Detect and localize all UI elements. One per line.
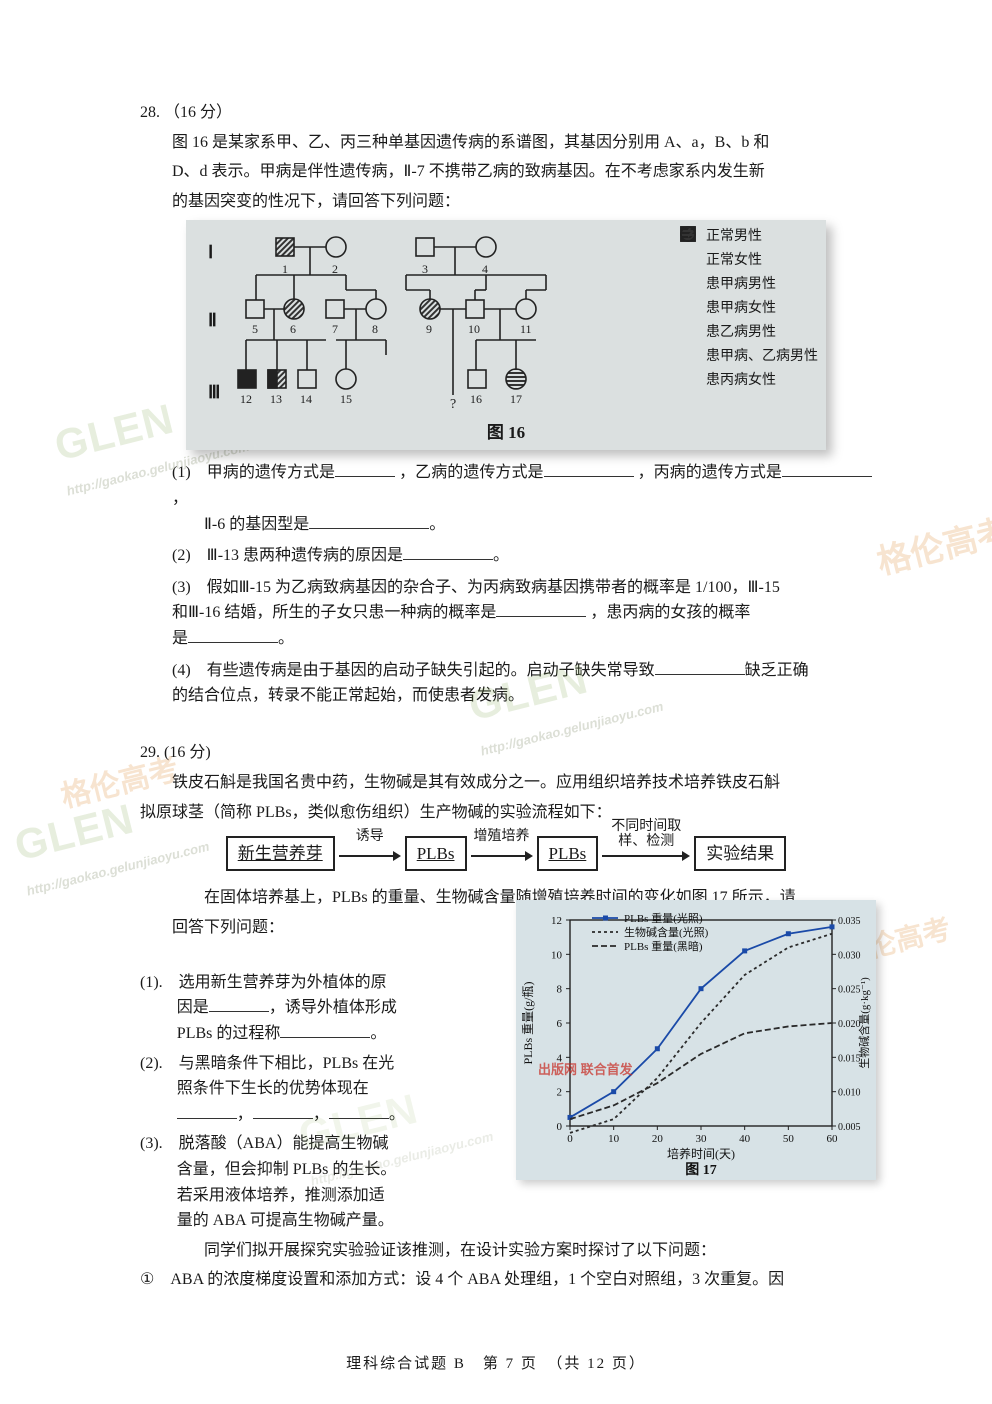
- ped-num: 16: [470, 390, 482, 409]
- legend-label: 正常男性: [706, 226, 762, 247]
- svg-text:0.010: 0.010: [838, 1088, 861, 1099]
- ped-num: 11: [520, 320, 532, 339]
- q29-sub3: (3). 脱落酸（ABA）能提高生物碱 含量，但会抑制 PLBs 的生长。 若采…: [140, 1131, 480, 1233]
- svg-text:生物碱含量(g·kg⁻¹): 生物碱含量(g·kg⁻¹): [857, 977, 871, 1069]
- q29-circ1: ① ABA 的浓度梯度设置和添加方式：设 4 个 ABA 处理组，1 个空白对照…: [140, 1267, 872, 1293]
- question-28: 28. （16 分） 图 16 是某家系甲、乙、丙三种单基因遗传病的系谱图，其基…: [140, 100, 872, 709]
- flow-box: PLBs: [405, 836, 467, 871]
- svg-text:生物碱含量(光照): 生物碱含量(光照): [624, 925, 709, 939]
- ped-num: 7: [332, 320, 338, 339]
- svg-text:0.005: 0.005: [838, 1122, 861, 1133]
- svg-text:10: 10: [608, 1133, 620, 1145]
- svg-text:0: 0: [557, 1121, 563, 1133]
- ped-num: 4: [482, 260, 488, 279]
- q28-sub3: (3) 假如Ⅲ-15 为乙病致病基因的杂合子、为丙病致病基因携带者的概率是 1/…: [140, 575, 872, 652]
- q29-after-line: 同学们拟开展探究实验验证该推测，在设计实验方案时探讨了以下问题：: [140, 1238, 872, 1264]
- ped-num: 3: [422, 260, 428, 279]
- svg-text:2: 2: [557, 1087, 563, 1099]
- svg-text:6: 6: [557, 1018, 563, 1030]
- svg-text:10: 10: [551, 949, 563, 961]
- svg-text:PLBs 重量(g/瓶): PLBs 重量(g/瓶): [521, 981, 535, 1064]
- svg-text:0.035: 0.035: [838, 916, 861, 927]
- svg-text:12: 12: [551, 915, 562, 927]
- ped-num: 8: [372, 320, 378, 339]
- legend-label: 正常女性: [706, 250, 762, 271]
- legend-label: 患乙病男性: [706, 322, 776, 343]
- svg-text:8: 8: [557, 984, 563, 996]
- ped-num: 5: [252, 320, 258, 339]
- q28-sub2: (2) Ⅲ-13 患两种遗传病的原因是。: [140, 543, 872, 569]
- figure-16-legend: 正常男性 正常女性 患甲病男性 患甲病女性 患乙病男性 患甲病、乙病男性 患丙病…: [680, 226, 818, 394]
- svg-text:40: 40: [739, 1133, 751, 1145]
- legend-label: 患丙病女性: [706, 370, 776, 391]
- svg-text:30: 30: [696, 1133, 708, 1145]
- ped-num: 10: [468, 320, 480, 339]
- figure-16-pedigree: Ⅰ Ⅱ Ⅲ: [186, 220, 826, 450]
- svg-text:PLBs 重量(光照): PLBs 重量(光照): [624, 911, 703, 925]
- svg-text:培养时间(天): 培养时间(天): [667, 1146, 735, 1161]
- q28-sub4: (4) 有些遗传病是由于基因的启动子缺失引起的。启动子缺失常导致缺乏正确 的结合…: [140, 658, 872, 709]
- q29-points: (16 分): [164, 744, 211, 761]
- watermark-red: 出版网 联合首发: [538, 1060, 633, 1081]
- svg-text:50: 50: [783, 1133, 795, 1145]
- legend-label: 患甲病女性: [706, 298, 776, 319]
- q28-intro-line: D、d 表示。甲病是伴性遗传病，Ⅱ-7 不携带乙病的致病基因。在不考虑家系内发生…: [140, 159, 872, 185]
- legend-label: 患甲病男性: [706, 274, 776, 295]
- figure-16-caption: 图 16: [186, 419, 826, 446]
- flow-box: PLBs: [537, 836, 599, 871]
- flow-box: 实验结果: [694, 836, 786, 871]
- flow-arrow: 不同时间取样、检测: [598, 833, 694, 873]
- q28-intro-line: 图 16 是某家系甲、乙、丙三种单基因遗传病的系谱图，其基因分别用 A、a，B、…: [140, 130, 872, 156]
- q29-flowchart: 新生营养芽 诱导 PLBs 增殖培养 PLBs 不同时间取样、检测 实验结果: [140, 833, 872, 873]
- svg-text:20: 20: [652, 1133, 664, 1145]
- figure-17-chart: 01020304050600246810120.0050.0100.0150.0…: [516, 900, 876, 1180]
- svg-text:0.015: 0.015: [838, 1053, 861, 1064]
- ped-num: 13: [270, 390, 282, 409]
- ped-num: 6: [290, 320, 296, 339]
- svg-text:60: 60: [827, 1133, 839, 1145]
- svg-text:0: 0: [567, 1133, 573, 1145]
- flow-arrow: 诱导: [335, 833, 405, 873]
- page-footer: 理科综合试题 B 第 7 页 （共 12 页）: [0, 1352, 992, 1376]
- q29-intro-line: 拟原球茎（简称 PLBs，类似愈伤组织）生产物碱的实验流程如下：: [140, 800, 872, 826]
- q29-number: 29.: [140, 744, 160, 761]
- svg-text:图 17: 图 17: [685, 1162, 717, 1178]
- flow-box: 新生营养芽: [226, 836, 335, 871]
- ped-num: 17: [510, 390, 522, 409]
- q29-intro-line: 铁皮石斛是我国名贵中药，生物碱是其有效成分之一。应用组织培养技术培养铁皮石斛: [140, 770, 872, 796]
- q28-points: （16 分）: [164, 104, 232, 121]
- ped-num: 1: [282, 260, 288, 279]
- watermark-cn: 格伦高考: [871, 504, 992, 590]
- ped-num: 12: [240, 390, 252, 409]
- q28-intro-line: 的基因突变的性况下，请回答下列问题：: [140, 189, 872, 215]
- ped-num: 9: [426, 320, 432, 339]
- ped-num: 14: [300, 390, 312, 409]
- svg-text:0.020: 0.020: [838, 1019, 861, 1030]
- ped-num: 2: [332, 260, 338, 279]
- svg-text:PLBs 重量(黑暗): PLBs 重量(黑暗): [624, 939, 703, 953]
- svg-text:0.025: 0.025: [838, 985, 861, 996]
- q28-number: 28.: [140, 104, 160, 121]
- legend-label: 患甲病、乙病男性: [706, 346, 818, 367]
- q28-sub1: (1) 甲病的遗传方式是 ，乙病的遗传方式是 ，丙病的遗传方式是， Ⅱ-6 的基…: [140, 460, 872, 537]
- flow-arrow: 增殖培养: [467, 833, 537, 873]
- ped-num: 15: [340, 390, 352, 409]
- svg-text:?: ?: [450, 397, 456, 412]
- q29-subquestions: (1). 选用新生营养芽为外植体的原 因是，诱导外植体形成 PLBs 的过程称。…: [140, 970, 480, 1234]
- svg-text:0.030: 0.030: [838, 950, 861, 961]
- q29-sub2: (2). 与黑暗条件下相比，PLBs 在光 照条件下生长的优势体现在 ，，。: [140, 1051, 480, 1128]
- q29-sub1: (1). 选用新生营养芽为外植体的原 因是，诱导外植体形成 PLBs 的过程称。: [140, 970, 480, 1047]
